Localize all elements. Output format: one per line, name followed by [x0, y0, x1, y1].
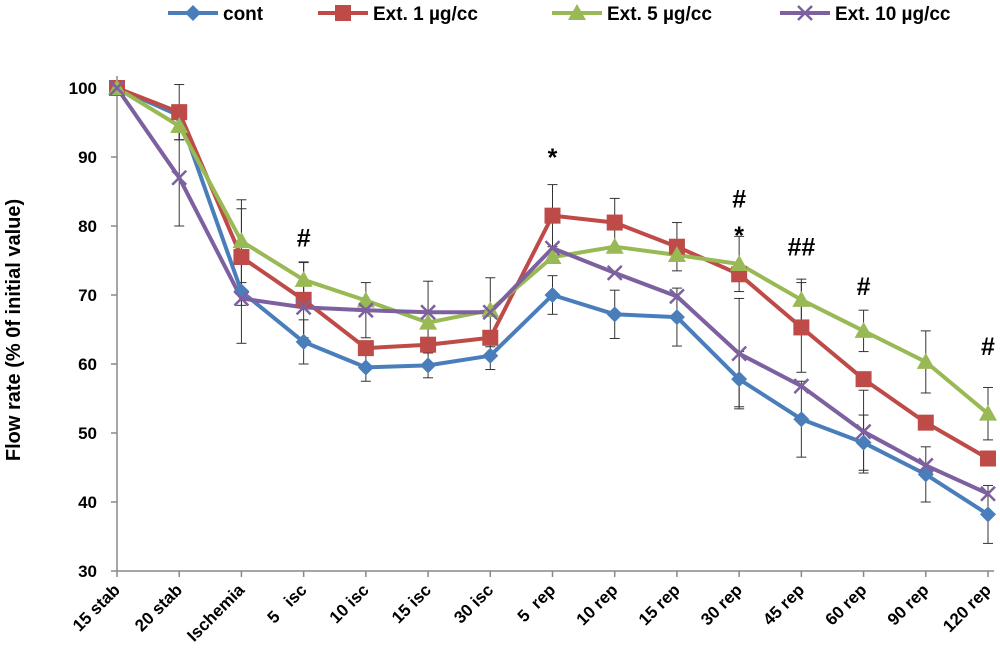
- data-point: [980, 506, 996, 523]
- legend-swatch-marker: [797, 5, 813, 21]
- legend-label: cont: [223, 4, 264, 25]
- x-tick-label: 10 rep: [573, 580, 622, 629]
- x-tick-label: 120 rep: [939, 580, 995, 636]
- data-point: [916, 352, 935, 369]
- x-tick-label: 15 stab: [69, 580, 124, 635]
- data-point: [233, 290, 250, 307]
- data-point: [171, 169, 188, 186]
- x-tick-label: 5 isc: [264, 580, 311, 627]
- data-point: [793, 319, 810, 336]
- x-tick-label: 30 isc: [450, 580, 497, 627]
- y-tick-label: 70: [78, 286, 97, 305]
- data-point: [482, 329, 499, 346]
- x-tick-label: 90 rep: [884, 580, 933, 629]
- data-point: [294, 270, 313, 287]
- data-point: [793, 411, 810, 428]
- data-point: [980, 450, 996, 467]
- y-tick-label: 60: [78, 355, 97, 374]
- data-point: [731, 371, 748, 388]
- data-point: [667, 245, 686, 262]
- significance-mark: #: [857, 273, 871, 301]
- data-point: [295, 299, 312, 316]
- x-tick-label: Ischemia: [183, 580, 248, 645]
- x-tick-label: 10 isc: [326, 580, 373, 627]
- data-point: [544, 240, 561, 256]
- data-point: [606, 306, 623, 323]
- data-point: [855, 423, 872, 440]
- data-point: [171, 104, 188, 121]
- x-tick-label: 60 rep: [822, 580, 871, 629]
- x-tick-label: 20 stab: [131, 580, 186, 635]
- legend: cont Ext. 1 µg/cc Ext. 5 µg/cc Ext. 10 µg/c…: [168, 4, 951, 25]
- data-point: [669, 288, 685, 305]
- x-tick-label: 45 rep: [759, 580, 808, 629]
- data-point: [357, 359, 374, 376]
- legend-swatch-marker: [568, 4, 586, 20]
- data-point: [855, 434, 872, 451]
- y-axis-label: Flow rate (% 0f initial value): [3, 199, 25, 461]
- legend-label: Ext. 1 µg/cc: [373, 4, 478, 25]
- legend-label: Ext. 10 µg/cc: [835, 4, 951, 25]
- y-tick-label: 30: [78, 562, 97, 581]
- data-point: [295, 291, 312, 308]
- data-point: [233, 249, 250, 266]
- data-point: [980, 485, 996, 502]
- data-point: [855, 371, 872, 388]
- legend-swatch-marker: [335, 5, 351, 21]
- data-point: [356, 291, 375, 308]
- data-point: [109, 80, 125, 96]
- data-point: [232, 232, 251, 249]
- legend-label: Ext. 5 µg/cc: [607, 4, 712, 25]
- data-point: [357, 340, 374, 357]
- data-point: [792, 290, 811, 307]
- y-tick-label: 90: [78, 148, 97, 167]
- data-point: [979, 404, 997, 421]
- y-tick-label: 50: [78, 424, 97, 443]
- data-point: [668, 309, 685, 326]
- data-point: [544, 207, 561, 224]
- data-point: [544, 287, 561, 303]
- data-point: [917, 457, 934, 474]
- x-tick-label: 30 rep: [697, 580, 746, 629]
- data-point: [170, 116, 189, 133]
- series-markers: [108, 79, 997, 523]
- data-point: [854, 321, 873, 338]
- data-point: [605, 237, 624, 254]
- data-point: [606, 265, 623, 281]
- significance-annotations: #*#* ####: [297, 144, 995, 361]
- data-point: [295, 333, 312, 350]
- significance-mark: #: [732, 185, 746, 213]
- significance-mark: *: [734, 222, 744, 250]
- x-tick-label: 5 rep: [514, 580, 560, 626]
- y-tick-label: 80: [78, 217, 97, 236]
- data-point: [420, 336, 437, 353]
- data-point: [543, 248, 562, 265]
- significance-mark: #: [297, 225, 311, 253]
- y-tick-label: 100: [69, 79, 97, 98]
- data-point: [420, 357, 437, 374]
- data-point: [482, 347, 499, 364]
- x-tick-label: 15 isc: [388, 580, 435, 627]
- data-point: [419, 313, 438, 330]
- data-point: [357, 302, 374, 319]
- legend-swatch-marker: [185, 5, 201, 21]
- x-tick-label: 15 rep: [635, 580, 684, 629]
- data-point: [793, 378, 810, 394]
- data-point: [482, 304, 499, 321]
- data-point: [420, 304, 436, 321]
- y-tick-label: 40: [78, 493, 97, 512]
- data-point: [917, 414, 934, 431]
- significance-mark: *: [548, 144, 558, 172]
- data-point: [481, 301, 500, 318]
- significance-mark: ##: [787, 234, 815, 262]
- significance-mark: #: [981, 333, 995, 361]
- data-point: [731, 345, 748, 362]
- data-point: [730, 254, 749, 271]
- data-point: [606, 214, 623, 231]
